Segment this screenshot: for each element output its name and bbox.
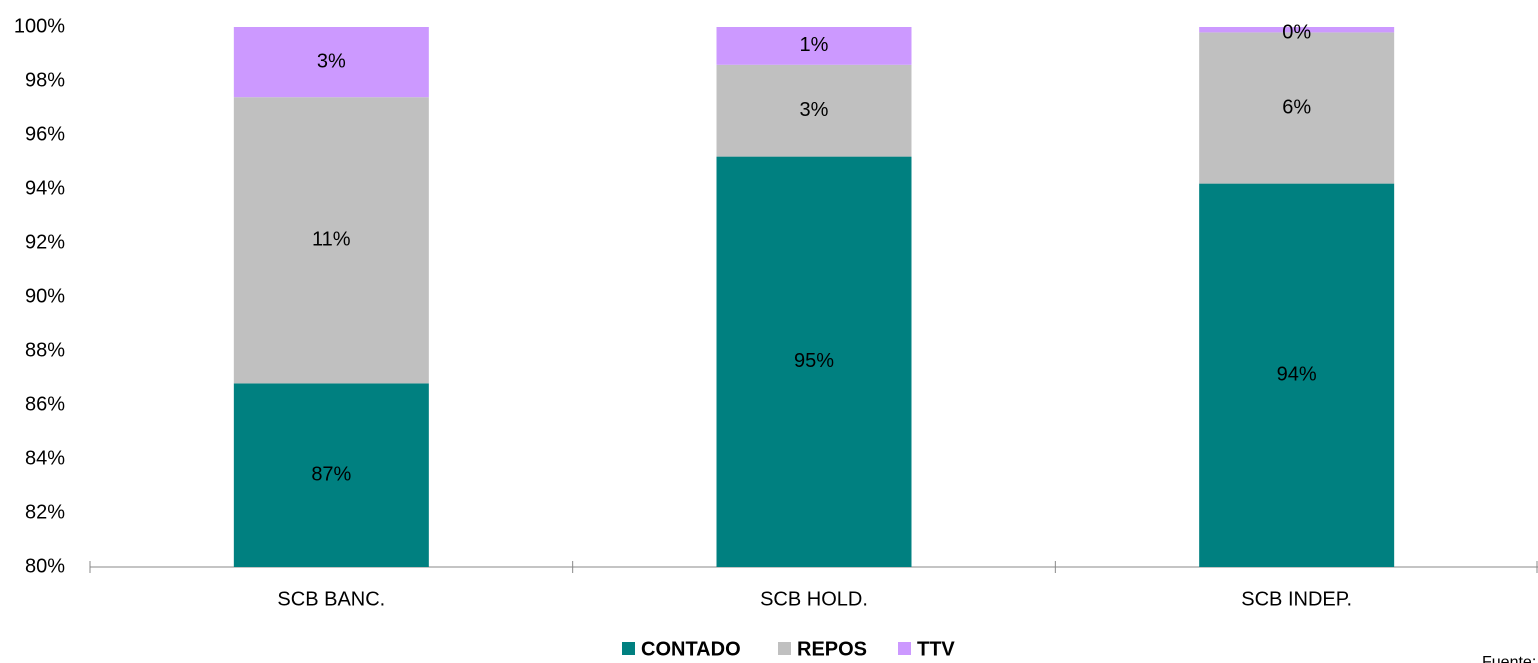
bar-segment xyxy=(1199,32,1395,184)
data-label: 1% xyxy=(800,34,829,56)
bar-segment xyxy=(716,64,912,157)
legend-swatch xyxy=(778,642,791,655)
data-label: 94% xyxy=(1277,364,1317,386)
legend-swatch xyxy=(898,642,911,655)
legend-label: CONTADO xyxy=(641,638,741,660)
x-tick-label: SCB INDEP. xyxy=(1241,588,1352,610)
y-tick-label: 86% xyxy=(25,393,65,415)
y-tick-label: 94% xyxy=(25,177,65,199)
y-tick-label: 88% xyxy=(25,339,65,361)
x-tick-label: SCB BANC. xyxy=(277,588,385,610)
data-label: 3% xyxy=(800,99,829,121)
y-tick-label: 92% xyxy=(25,231,65,253)
y-tick-label: 96% xyxy=(25,123,65,145)
data-label: 11% xyxy=(312,229,351,251)
source-note: Fuente: BVC xyxy=(1482,654,1538,663)
y-tick-label: 84% xyxy=(25,447,65,469)
bar-segment xyxy=(716,27,912,65)
data-label: 0% xyxy=(1282,21,1311,43)
y-tick-label: 98% xyxy=(25,69,65,91)
data-label: 87% xyxy=(311,463,351,485)
data-label: 95% xyxy=(794,350,834,372)
y-tick-label: 90% xyxy=(25,285,65,307)
bar-segment xyxy=(233,97,429,384)
y-tick-label: 100% xyxy=(14,15,65,37)
bar-segment xyxy=(233,383,429,567)
bar-segment xyxy=(1199,27,1395,33)
y-tick-label: 80% xyxy=(25,555,65,577)
data-label: 3% xyxy=(317,50,346,72)
data-label: 6% xyxy=(1282,96,1311,118)
x-tick-label: SCB HOLD. xyxy=(760,588,868,610)
legend-label: TTV xyxy=(917,638,955,660)
bar-segment xyxy=(716,156,912,567)
bar-segment xyxy=(233,27,429,98)
y-tick-label: 82% xyxy=(25,501,65,523)
legend-swatch xyxy=(622,642,635,655)
legend-label: REPOS xyxy=(797,638,867,660)
bar-segment xyxy=(1199,183,1395,567)
